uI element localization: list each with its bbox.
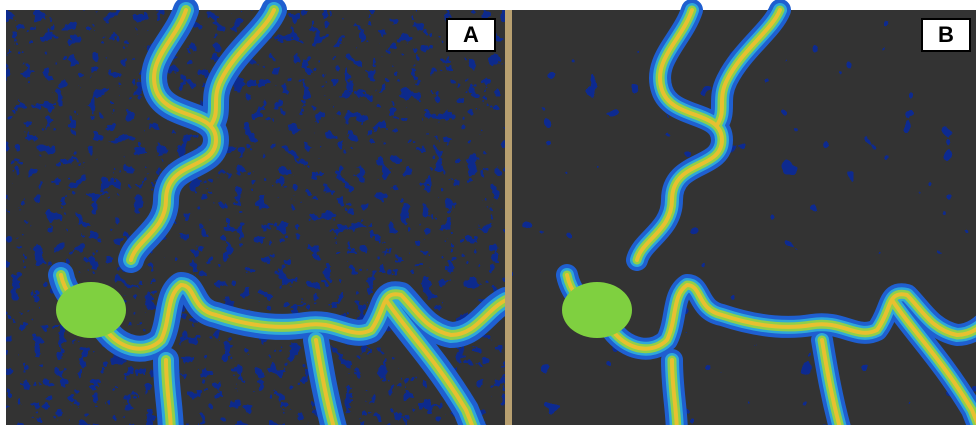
- divider: [505, 10, 512, 425]
- panel-b: B: [512, 10, 976, 425]
- figure: A B: [0, 0, 976, 425]
- panel-label: B: [938, 22, 954, 47]
- panel-label: A: [463, 22, 479, 47]
- panel-a: A: [6, 10, 506, 425]
